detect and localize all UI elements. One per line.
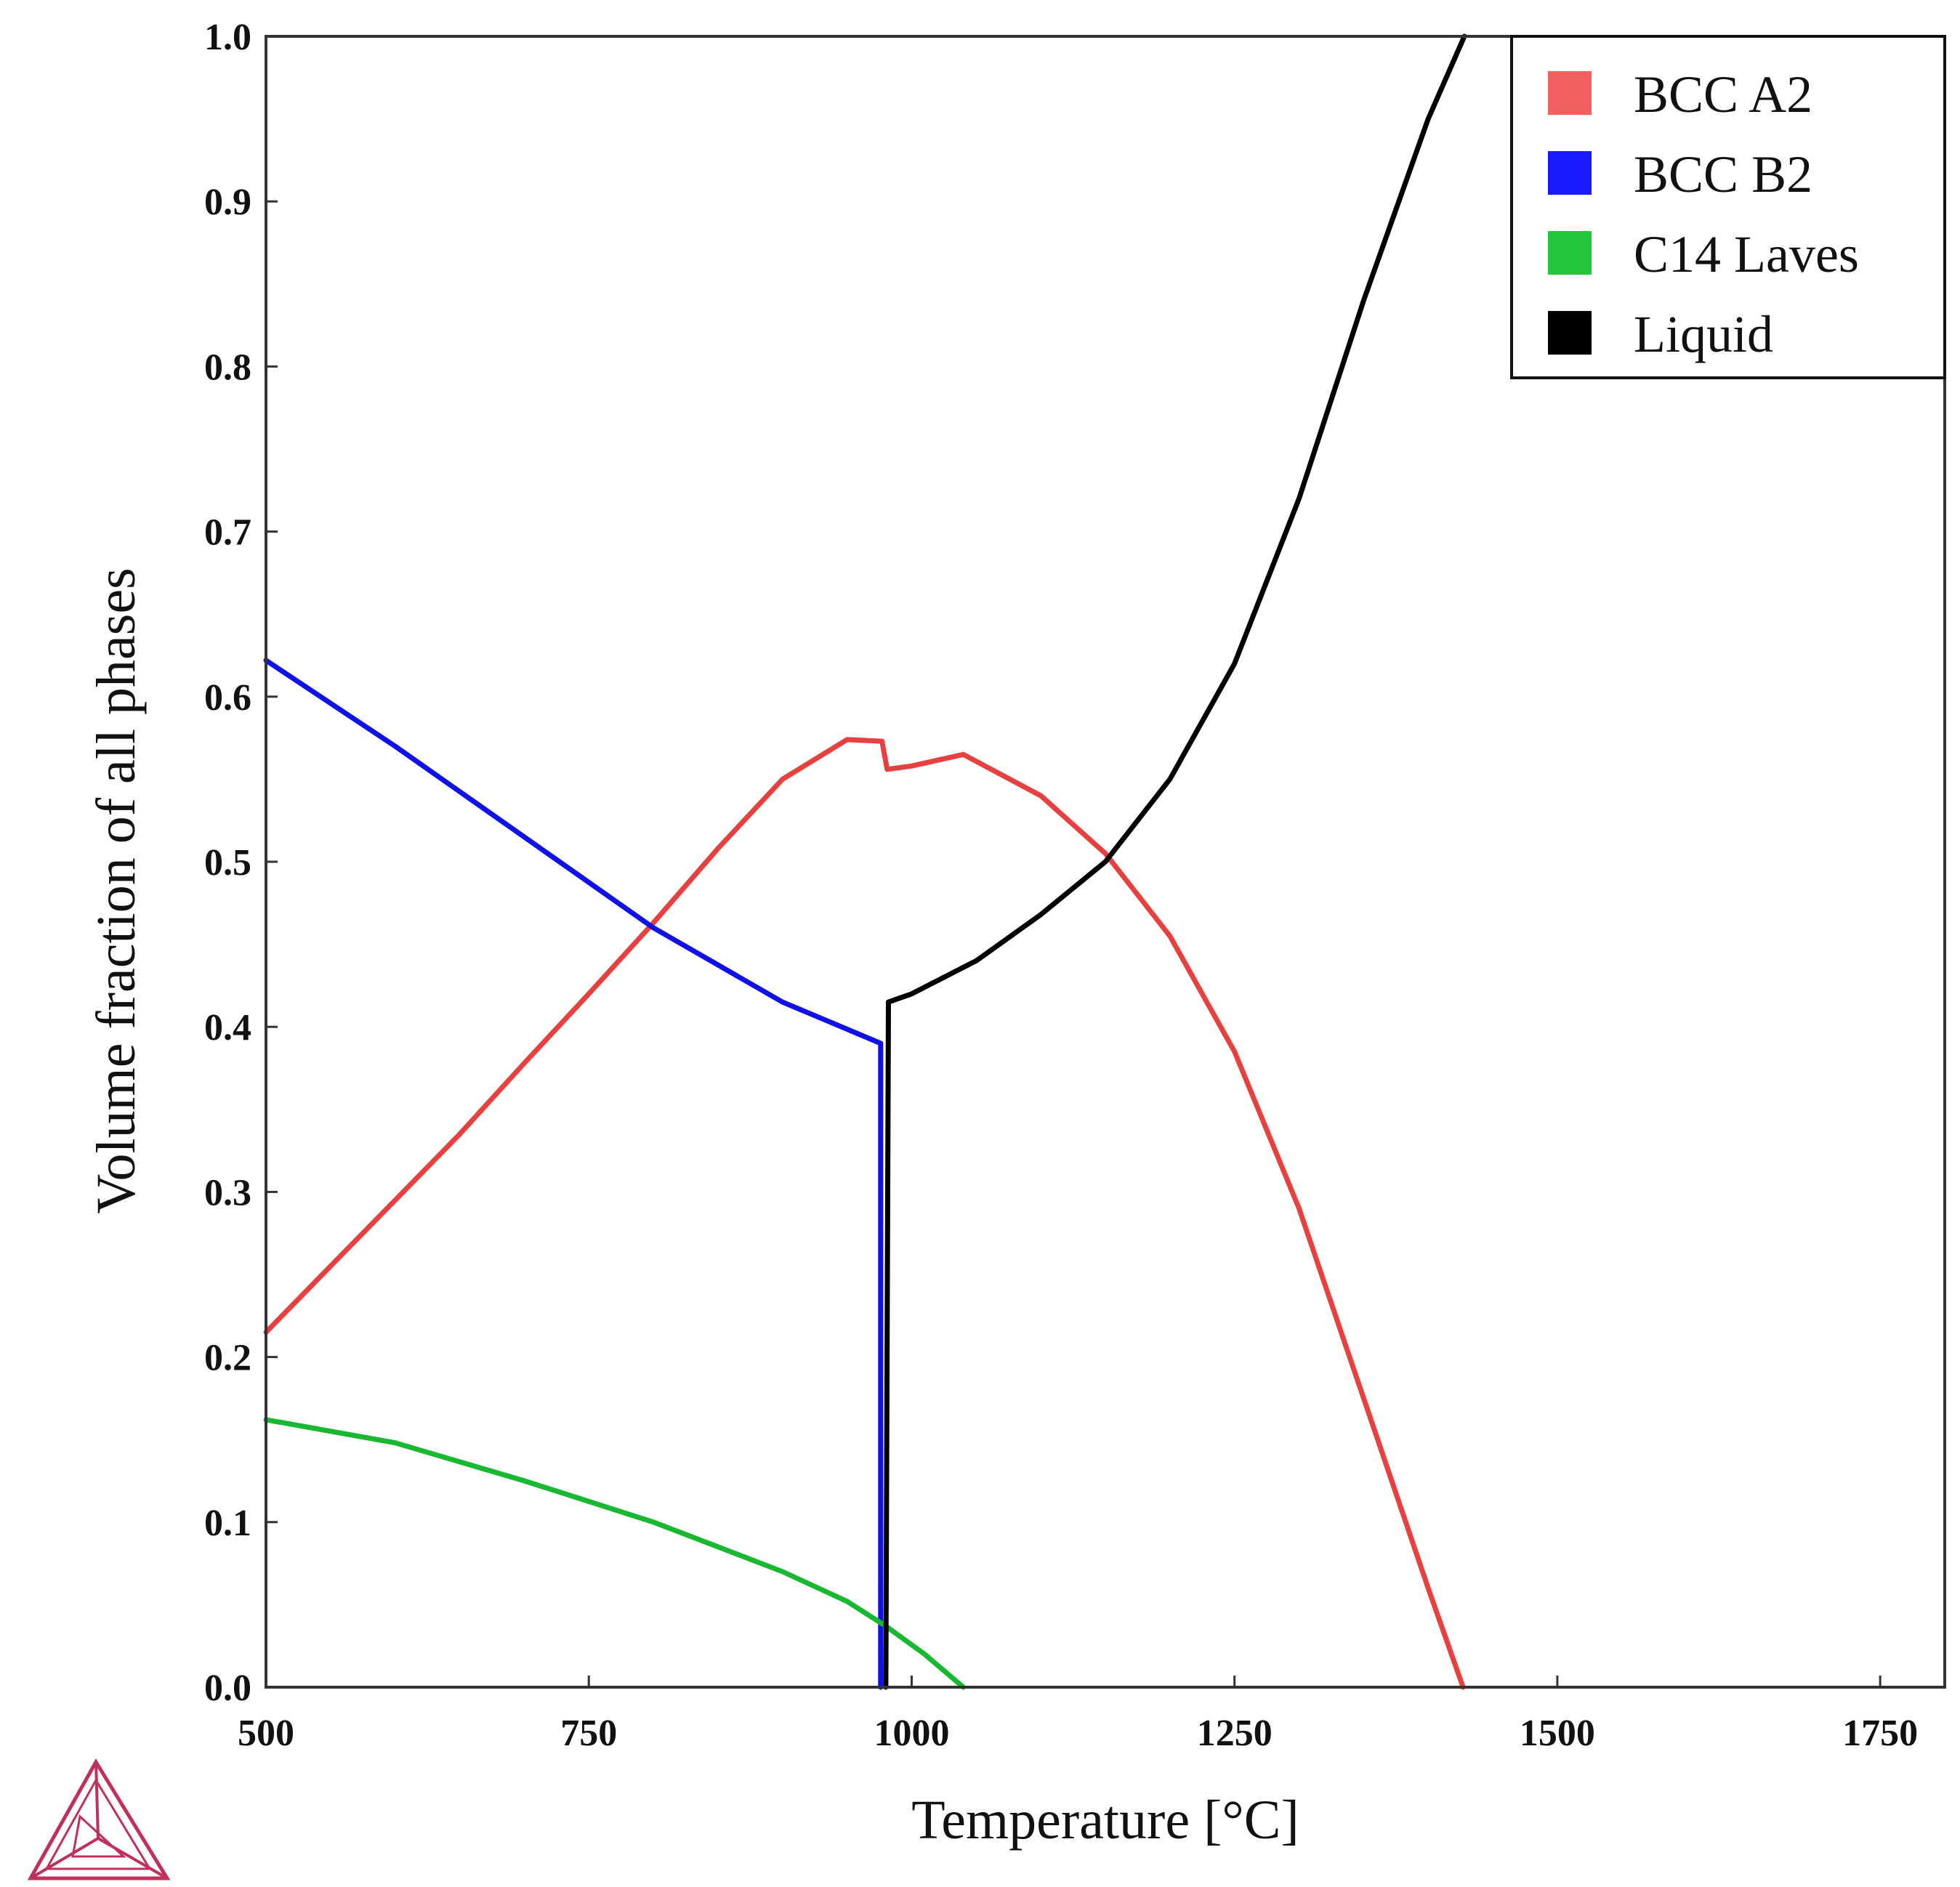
- y-tick-label: 1.0: [204, 17, 251, 58]
- y-tick-label: 0.8: [204, 347, 251, 388]
- y-tick-label: 0.9: [204, 182, 251, 223]
- x-axis: 500 750 1000 1250 1500 1750: [238, 1676, 1918, 1754]
- series-line-liquid: [883, 33, 1467, 1690]
- x-tick-label: 1750: [1842, 1713, 1918, 1754]
- x-tick-label: 750: [560, 1713, 617, 1754]
- legend-label-liquid: Liquid: [1634, 305, 1773, 363]
- thermo-calc-logo-icon: [27, 1758, 171, 1880]
- legend-swatch-bcc-a2: [1548, 71, 1592, 115]
- x-tick-label: 1250: [1197, 1713, 1273, 1754]
- y-axis-title: Volume fraction of all phases: [86, 567, 147, 1213]
- legend-label-bcc-b2: BCC B2: [1634, 145, 1812, 203]
- y-tick-label: 0.4: [204, 1007, 251, 1048]
- y-tick-label: 0.0: [204, 1668, 251, 1709]
- y-tick-label: 0.5: [204, 842, 251, 884]
- x-tick-label: 1000: [874, 1713, 949, 1754]
- legend-label-bcc-a2: BCC A2: [1634, 65, 1812, 124]
- legend-swatch-liquid: [1548, 311, 1592, 355]
- y-tick-label: 0.1: [204, 1503, 251, 1544]
- legend: BCC A2 BCC B2 C14 Laves Liquid: [1510, 35, 1946, 379]
- y-axis: 0.0 0.1 0.2 0.3 0.4 0.5 0.6 0.7 0.8 0.9 1.0: [204, 17, 278, 1709]
- y-tick-label: 0.6: [204, 677, 251, 719]
- y-tick-label: 0.7: [204, 512, 251, 554]
- legend-swatch-c14-laves: [1548, 231, 1592, 275]
- series-line-c14-laves: [263, 1417, 966, 1690]
- x-axis-title: Temperature [°C]: [911, 1790, 1299, 1851]
- series-line-bcc-a2: [263, 737, 1466, 1690]
- series-layer: [263, 33, 1467, 1690]
- x-tick-label: 500: [238, 1713, 294, 1754]
- legend-label-c14-laves: C14 Laves: [1634, 225, 1859, 283]
- x-tick-label: 1500: [1520, 1713, 1595, 1754]
- series-line-bcc-b2: [263, 658, 884, 1690]
- y-tick-label: 0.3: [204, 1172, 251, 1213]
- y-tick-label: 0.2: [204, 1338, 251, 1379]
- legend-swatch-bcc-b2: [1548, 151, 1592, 195]
